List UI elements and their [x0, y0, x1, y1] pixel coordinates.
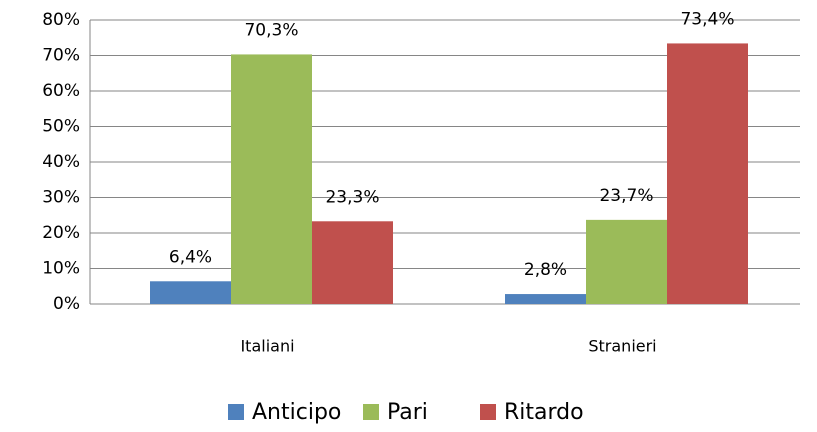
- y-tick-label: 40%: [42, 152, 80, 172]
- x-tick-label: Italiani: [240, 337, 294, 356]
- legend-swatch: [363, 404, 379, 420]
- y-tick-label: 10%: [42, 259, 80, 279]
- value-label: 6,4%: [169, 247, 212, 267]
- bar: [312, 221, 393, 304]
- bar: [231, 54, 312, 305]
- y-tick-label: 0%: [53, 294, 80, 314]
- y-tick-label: 80%: [42, 10, 80, 30]
- bar: [150, 281, 231, 304]
- legend-label: Anticipo: [252, 400, 341, 425]
- bar: [667, 43, 748, 305]
- legend-label: Ritardo: [504, 400, 584, 425]
- x-tick-label: Stranieri: [588, 337, 656, 356]
- y-tick-label: 50%: [42, 117, 80, 137]
- y-tick-label: 70%: [42, 46, 80, 66]
- value-label: 2,8%: [524, 260, 567, 280]
- y-tick-label: 30%: [42, 188, 80, 208]
- legend-swatch: [480, 404, 496, 420]
- value-label: 73,4%: [680, 9, 734, 29]
- y-tick-label: 20%: [42, 223, 80, 243]
- value-label: 23,3%: [325, 187, 379, 207]
- value-label: 70,3%: [244, 20, 298, 40]
- legend-label: Pari: [387, 400, 428, 425]
- legend-swatch: [228, 404, 244, 420]
- bar: [586, 219, 667, 304]
- bar: [505, 294, 586, 304]
- value-label: 23,7%: [599, 186, 653, 206]
- y-tick-label: 60%: [42, 81, 80, 101]
